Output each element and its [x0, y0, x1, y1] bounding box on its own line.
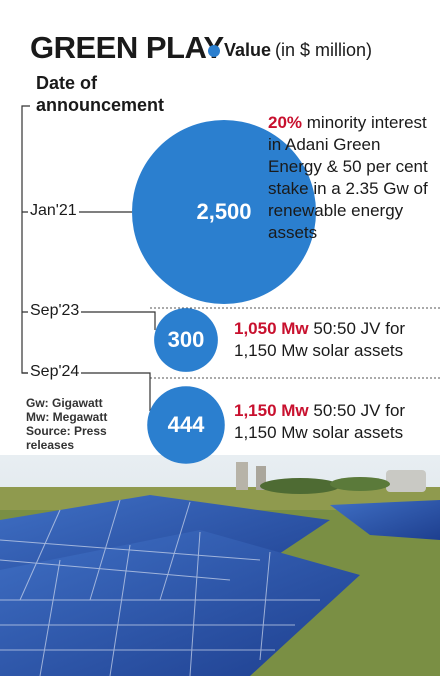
annotation: 20% minority interest in Adani Green Ene… — [268, 112, 436, 244]
infographic: 2,500 300 444 GREEN PLAY Value (in $ milli… — [0, 0, 440, 676]
axis-title: Date of announcement — [36, 72, 146, 116]
legend-label: Value — [224, 40, 271, 61]
note: Gw: Gigawatt — [26, 396, 126, 410]
legend-unit: (in $ million) — [275, 40, 372, 61]
value-label: 444 — [168, 412, 205, 437]
timeline — [22, 106, 30, 373]
category-label: Sep'24 — [28, 363, 81, 381]
notes: Gw: Gigawatt Mw: Megawatt Source: Press … — [26, 396, 126, 452]
annotation: 1,150 Mw 50:50 JV for 1,150 Mw solar ass… — [234, 400, 434, 444]
photo — [0, 455, 440, 676]
title: GREEN PLAY — [30, 30, 224, 66]
annotation-highlight: 20% — [268, 113, 302, 132]
annotation: 1,050 Mw 50:50 JV for 1,150 Mw solar ass… — [234, 318, 434, 362]
legend-marker — [208, 45, 220, 57]
category-label: Jan'21 — [28, 202, 79, 220]
value-label: 2,500 — [196, 199, 251, 224]
legend: Value (in $ million) — [208, 40, 372, 61]
note: Mw: Megawatt — [26, 410, 126, 424]
annotation-highlight: 1,050 Mw — [234, 319, 309, 338]
value-label: 300 — [168, 327, 205, 352]
category-label: Sep'23 — [28, 302, 81, 320]
annotation-text: minority interest in Adani Green Energy … — [268, 113, 428, 242]
annotation-highlight: 1,150 Mw — [234, 401, 309, 420]
note: Source: Press releases — [26, 424, 126, 452]
